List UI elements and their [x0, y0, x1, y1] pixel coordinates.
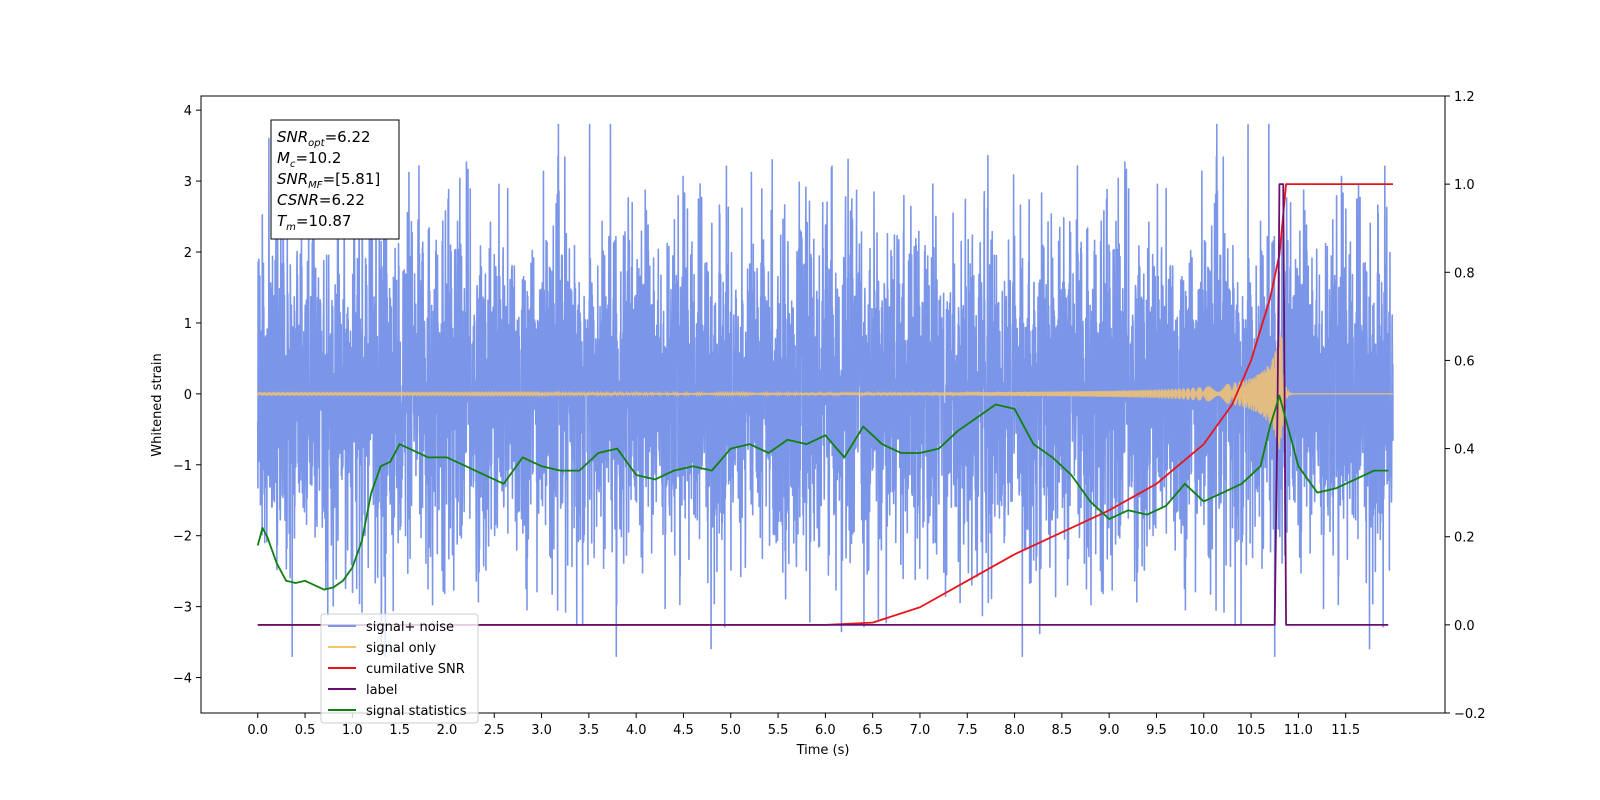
y2-tick-label: 0.4 — [1454, 443, 1475, 458]
series-layer — [256, 123, 1394, 658]
y-tick-label: 3 — [184, 175, 192, 190]
plot-frame — [200, 95, 1446, 714]
legend-label: signal only — [366, 641, 436, 656]
x-tick-label: 9.0 — [1099, 723, 1120, 738]
y2-tick-label: 1.2 — [1454, 90, 1475, 105]
y-tick-label: 4 — [184, 104, 192, 119]
y2-tick-label: −0.2 — [1454, 707, 1486, 722]
annotation-line: CSNR=6.22 — [277, 191, 365, 209]
y-axis-label: Whitened strain — [150, 353, 165, 456]
series-signal-noise — [256, 123, 1394, 658]
series-signal-statistics — [256, 394, 1389, 591]
x-tick-label: 8.0 — [1004, 723, 1025, 738]
y2-tick-label: 0.6 — [1454, 354, 1475, 369]
y-tick-label: −3 — [173, 601, 192, 616]
x-tick-label: 10.0 — [1189, 723, 1218, 738]
legend-label: cumilative SNR — [366, 662, 465, 677]
y2-tick-label: 0.8 — [1454, 266, 1475, 281]
annotation-line: Mc=10.2 — [277, 149, 341, 170]
legend-label: label — [366, 683, 397, 698]
x-tick-label: 6.5 — [862, 723, 883, 738]
x-tick-label: 7.0 — [910, 723, 931, 738]
series-label — [257, 183, 1389, 626]
y-axis-left: −4 −3 −2 −1 0 1 2 3 4 — [173, 104, 201, 687]
annotation-line: Tm=10.87 — [277, 212, 351, 233]
legend-frame — [320, 613, 479, 724]
x-tick-label: 1.5 — [389, 723, 410, 738]
y-tick-label: −4 — [173, 672, 192, 687]
x-tick-label: 8.5 — [1052, 723, 1073, 738]
x-tick-label: 1.0 — [342, 723, 363, 738]
annotation-line: SNRMF=[5.81] — [277, 170, 380, 191]
x-tick-label: 9.5 — [1146, 723, 1167, 738]
x-tick-label: 4.0 — [626, 723, 647, 738]
y-tick-label: −1 — [173, 459, 192, 474]
annotation-line: SNRopt=6.22 — [277, 128, 371, 149]
y-axis-right: −0.2 0.0 0.2 0.4 0.6 0.8 1.0 1.2 — [1445, 90, 1486, 722]
x-tick-label: 3.0 — [531, 723, 552, 738]
x-tick-label: 11.5 — [1331, 723, 1360, 738]
x-tick-label: 3.5 — [579, 723, 600, 738]
legend-label: signal+ noise — [366, 620, 454, 635]
annotation-frame — [270, 119, 400, 240]
x-tick-label: 0.0 — [247, 723, 268, 738]
x-tick-label: 2.0 — [437, 723, 458, 738]
series-cumilative-snr — [257, 183, 1393, 626]
x-tick-label: 11.0 — [1284, 723, 1313, 738]
y-tick-label: 2 — [184, 246, 192, 261]
x-tick-label: 5.0 — [720, 723, 741, 738]
x-tick-label: 7.5 — [957, 723, 978, 738]
x-axis-label: Time (s) — [796, 743, 850, 758]
y-tick-label: 1 — [184, 317, 192, 332]
y2-tick-label: 0.2 — [1454, 531, 1475, 546]
series-signal-only — [257, 334, 1393, 450]
x-tick-label: 5.5 — [768, 723, 789, 738]
x-tick-label: 10.5 — [1237, 723, 1266, 738]
x-tick-label: 6.0 — [815, 723, 836, 738]
y-tick-label: −2 — [173, 530, 192, 545]
y2-tick-label: 0.0 — [1454, 619, 1475, 634]
legend: signal+ noise signal only cumilative SNR la… — [320, 613, 479, 724]
x-axis: 0.0 0.5 1.0 1.5 2.0 2.5 3.0 3.5 4.0 4.5 5.0 5.5 6.0 6… — [247, 713, 1360, 738]
y2-tick-label: 1.0 — [1454, 178, 1475, 193]
x-tick-label: 2.5 — [484, 723, 505, 738]
y-tick-label: 0 — [184, 388, 192, 403]
x-tick-label: 0.5 — [295, 723, 316, 738]
x-tick-label: 4.5 — [673, 723, 694, 738]
legend-label: signal statistics — [366, 704, 467, 719]
